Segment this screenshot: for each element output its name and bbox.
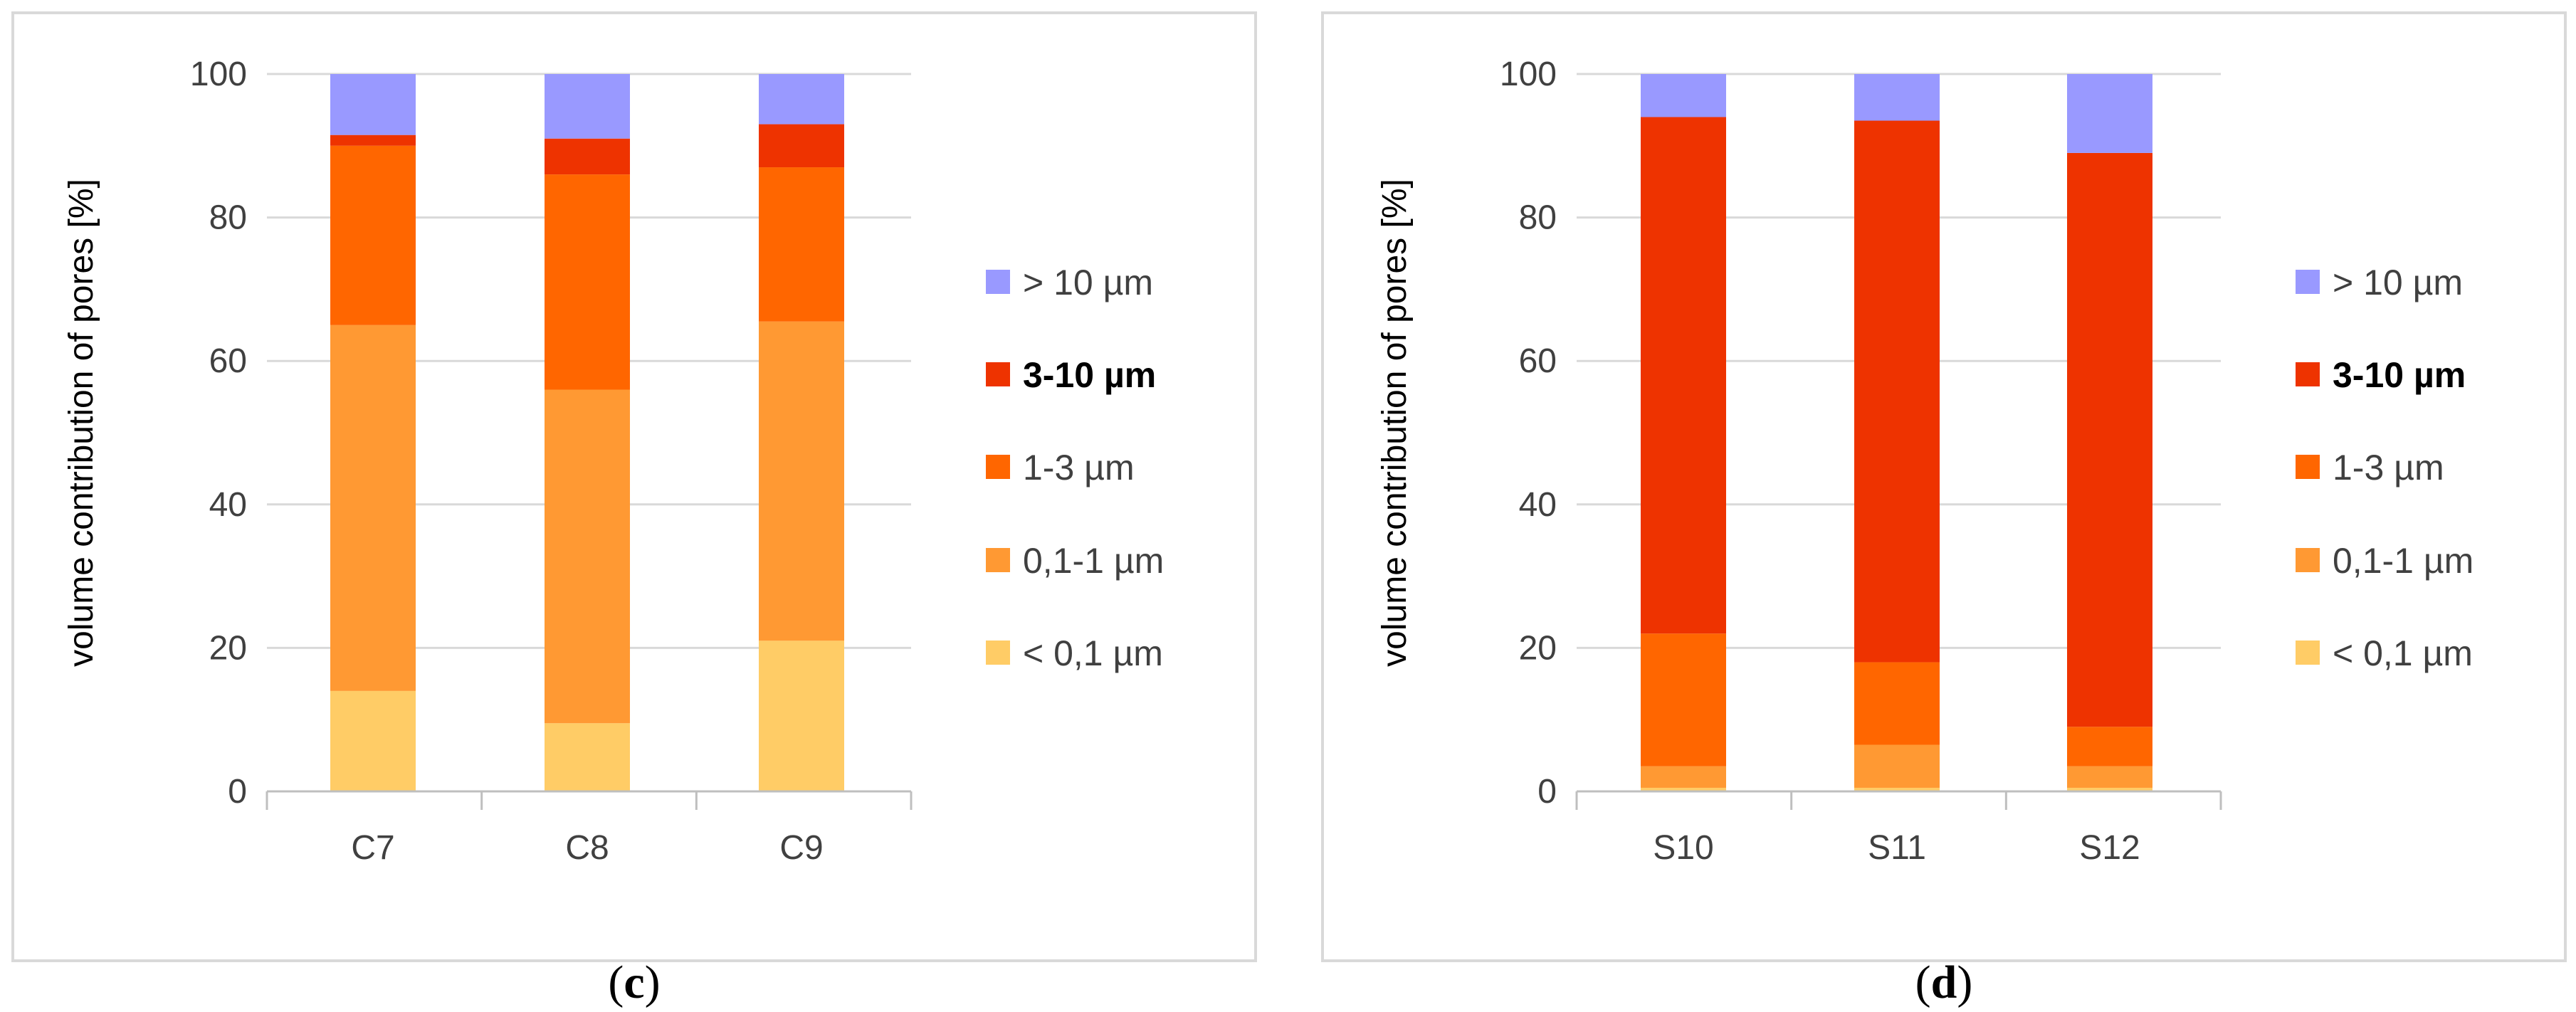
legend-label-gt10: > 10 µm xyxy=(2333,263,2463,302)
bar-segment-C9-1-3 xyxy=(759,167,844,322)
bar-segment-S12-lt0.1 xyxy=(2067,787,2152,791)
bar-segment-C9-0.1-1 xyxy=(759,321,844,641)
caption-letter: d xyxy=(1931,956,1957,1008)
legend-label-1-3: 1-3 µm xyxy=(2333,448,2444,487)
panel-frame xyxy=(1321,11,2567,962)
x-tick-label: C7 xyxy=(351,829,394,867)
legend-label-0.1-1: 0,1-1 µm xyxy=(1023,541,1164,581)
bar-segment-S10-0.1-1 xyxy=(1641,766,1726,788)
legend-swatch-lt0.1 xyxy=(986,641,1010,665)
bar-segment-S12-3-10 xyxy=(2067,152,2152,727)
x-tick-label: C9 xyxy=(779,829,823,867)
y-tick-label: 60 xyxy=(209,342,247,380)
legend-label-3-10: 3-10 µm xyxy=(2333,355,2466,395)
legend-swatch-gt10 xyxy=(986,270,1010,294)
legend-label-0.1-1: 0,1-1 µm xyxy=(2333,541,2474,581)
bar-segment-S11-0.1-1 xyxy=(1854,744,1940,788)
legend-swatch-3-10 xyxy=(2296,362,2320,386)
bar-segment-S10-lt0.1 xyxy=(1641,787,1726,791)
caption-open: ( xyxy=(1915,956,1931,1008)
caption-close: ) xyxy=(645,956,661,1008)
x-tick-label: S12 xyxy=(2079,829,2140,867)
y-tick-label: 60 xyxy=(1519,342,1557,380)
bar-segment-S10-1-3 xyxy=(1641,633,1726,766)
bar-segment-C7-3-10 xyxy=(330,135,416,146)
y-tick-label: 0 xyxy=(228,773,247,811)
panel-caption: (d) xyxy=(1915,956,1973,1008)
bar-segment-S12-gt10 xyxy=(2067,74,2152,153)
bar-segment-C7-1-3 xyxy=(330,145,416,325)
y-tick-label: 0 xyxy=(1537,773,1557,811)
bar-segment-C7-lt0.1 xyxy=(330,690,416,791)
bar-segment-C8-0.1-1 xyxy=(545,389,630,724)
y-axis-label: volume contribution of pores [%] xyxy=(63,179,100,667)
y-tick-label: 80 xyxy=(209,199,247,237)
bar-segment-S10-3-10 xyxy=(1641,117,1726,634)
bar-segment-C9-gt10 xyxy=(759,74,844,125)
y-tick-label: 40 xyxy=(209,486,247,524)
y-tick-label: 100 xyxy=(1500,56,1557,93)
legend-swatch-1-3 xyxy=(2296,455,2320,479)
legend-label-3-10: 3-10 µm xyxy=(1023,355,1156,395)
caption-letter: c xyxy=(624,956,644,1008)
legend-swatch-1-3 xyxy=(986,455,1010,479)
legend-swatch-0.1-1 xyxy=(2296,548,2320,572)
y-tick-label: 100 xyxy=(190,56,247,93)
panel-frame xyxy=(11,11,1257,962)
y-axis-label: volume contribution of pores [%] xyxy=(1376,179,1414,667)
caption-close: ) xyxy=(1957,956,1972,1008)
bar-segment-S11-lt0.1 xyxy=(1854,787,1940,791)
panel-caption: (c) xyxy=(608,956,660,1008)
bar-segment-C8-gt10 xyxy=(545,74,630,139)
legend-label-lt0.1: < 0,1 µm xyxy=(2333,633,2473,673)
y-tick-label: 40 xyxy=(1519,486,1557,524)
x-tick-label: S10 xyxy=(1653,829,1713,867)
bar-segment-C8-lt0.1 xyxy=(545,723,630,791)
bar-segment-C7-gt10 xyxy=(330,74,416,135)
bar-segment-S11-gt10 xyxy=(1854,74,1940,121)
legend-swatch-lt0.1 xyxy=(2296,641,2320,665)
bar-segment-C9-lt0.1 xyxy=(759,641,844,791)
bar-segment-S12-0.1-1 xyxy=(2067,766,2152,788)
y-tick-label: 80 xyxy=(1519,199,1557,237)
y-tick-label: 20 xyxy=(209,629,247,667)
bar-segment-C9-3-10 xyxy=(759,124,844,168)
legend-label-gt10: > 10 µm xyxy=(1023,263,1153,302)
chart-panel-d: 0 20 40 60 80 100 S10 S11 S12 volume contribution… xyxy=(1321,11,2567,1008)
legend-label-1-3: 1-3 µm xyxy=(1023,448,1135,487)
bar-segment-C8-3-10 xyxy=(545,138,630,175)
bar-segment-S12-1-3 xyxy=(2067,727,2152,766)
legend-label-lt0.1: < 0,1 µm xyxy=(1023,633,1163,673)
bar-segment-S10-gt10 xyxy=(1641,74,1726,117)
bar-segment-C7-0.1-1 xyxy=(330,325,416,691)
caption-open: ( xyxy=(608,956,624,1008)
x-tick-label: C8 xyxy=(565,829,609,867)
y-tick-label: 20 xyxy=(1519,629,1557,667)
bar-segment-C8-1-3 xyxy=(545,174,630,390)
legend-swatch-3-10 xyxy=(986,362,1010,386)
x-tick-label: S11 xyxy=(1868,829,1926,867)
legend-swatch-gt10 xyxy=(2296,270,2320,294)
bar-segment-S11-3-10 xyxy=(1854,120,1940,663)
legend-swatch-0.1-1 xyxy=(986,548,1010,572)
bar-segment-S11-1-3 xyxy=(1854,662,1940,745)
chart-panel-c: 0 20 40 60 80 100 C7 C8 C9 volume contribution of… xyxy=(11,11,1257,1008)
